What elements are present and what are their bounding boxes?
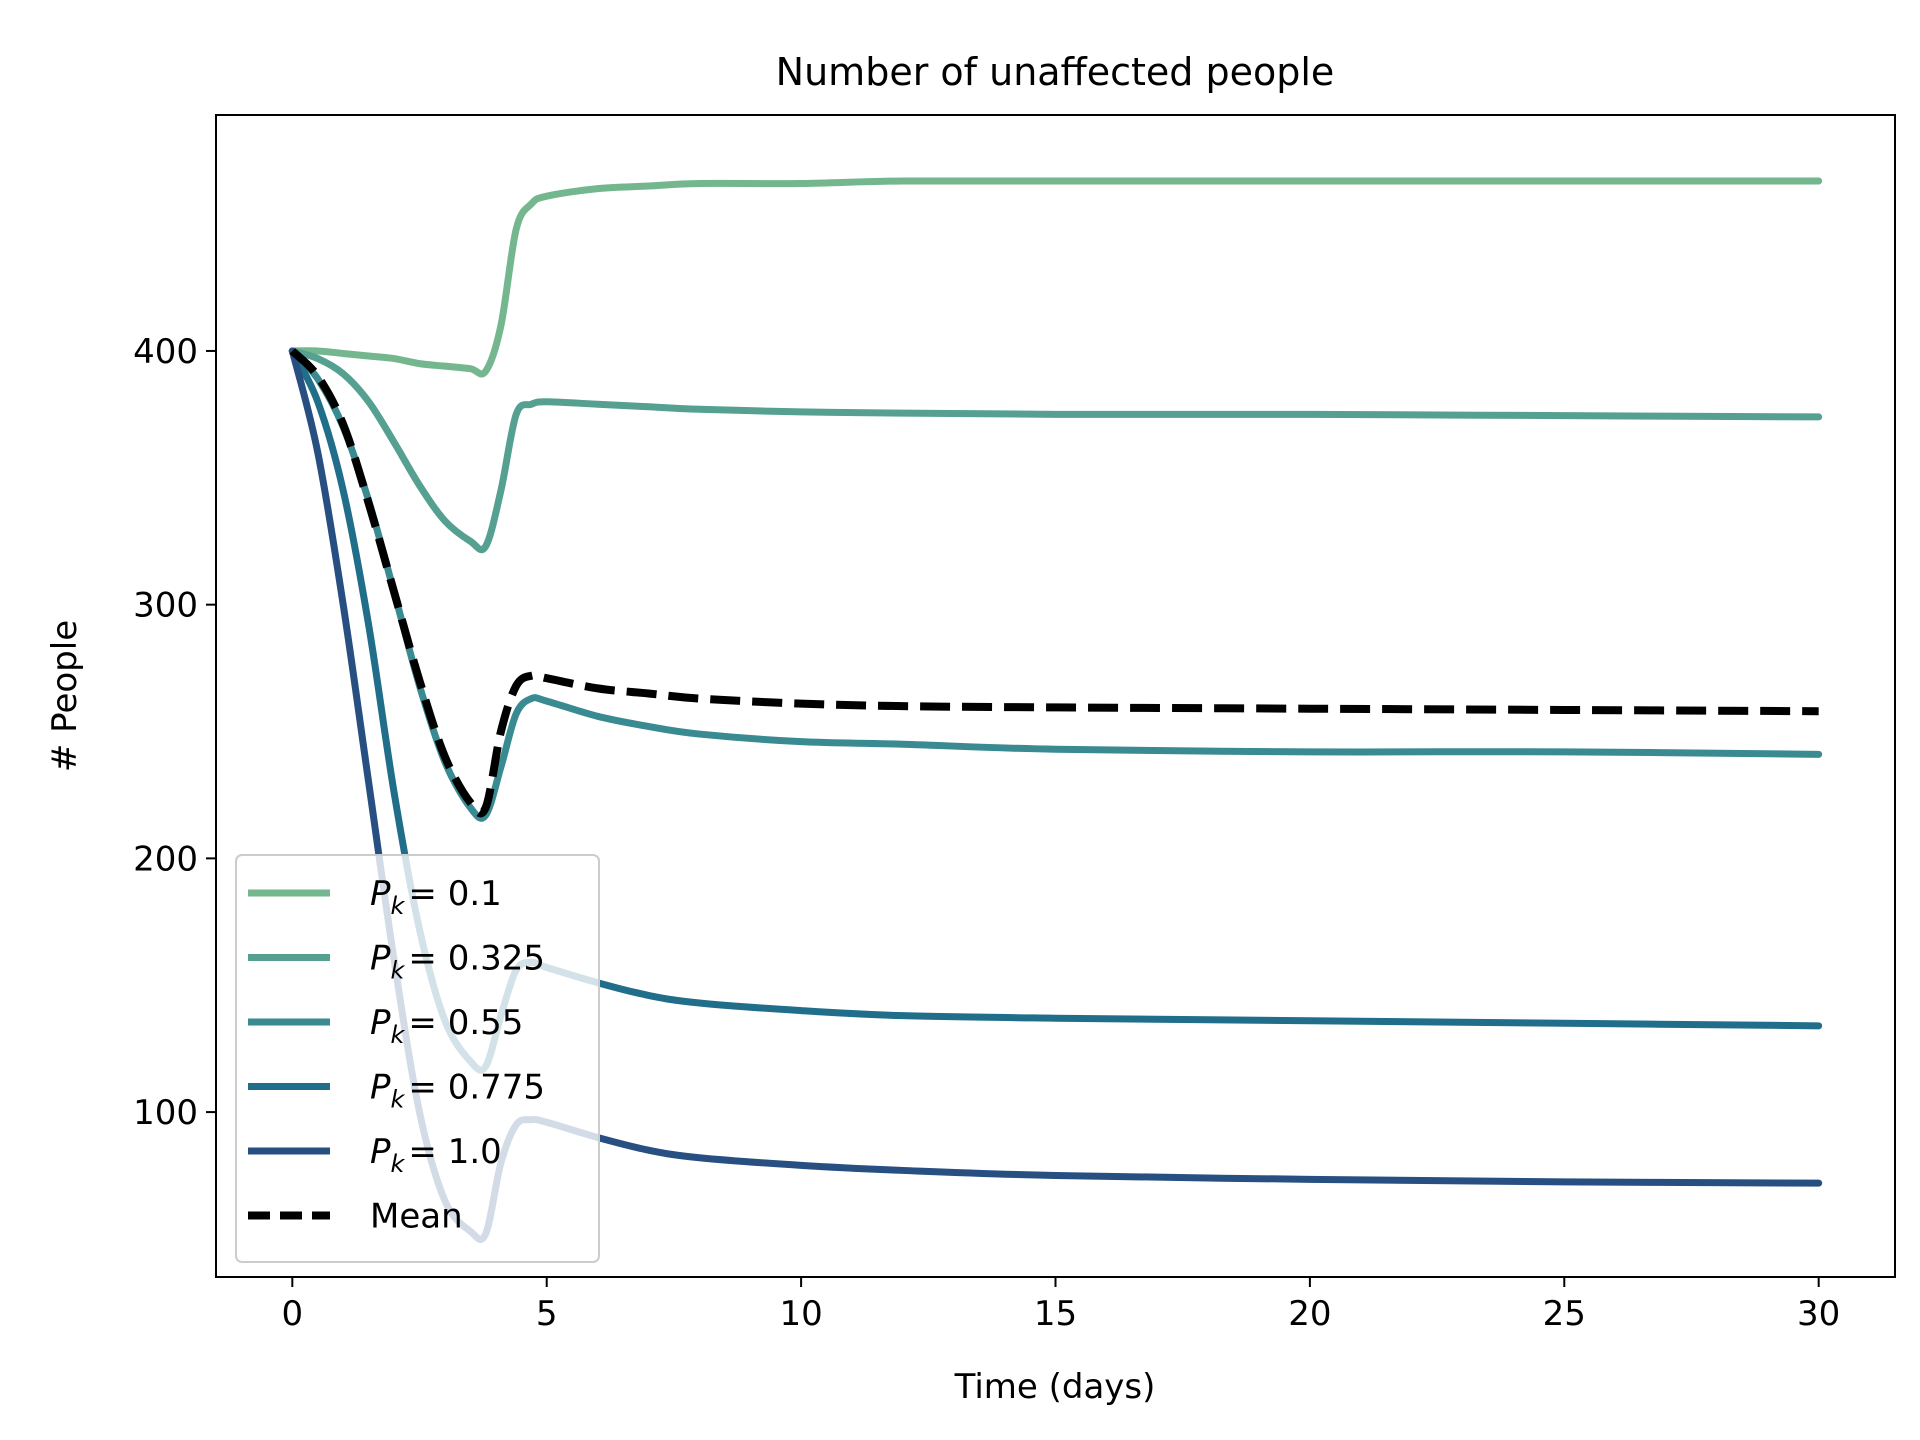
x-tick-label-0: 0 — [281, 1294, 303, 1334]
y-tick-label-1: 200 — [133, 839, 198, 879]
legend-label-1: Pk = 0.325 — [370, 939, 545, 985]
x-axis-label: Time (days) — [954, 1367, 1156, 1407]
x-tick-label-1: 5 — [536, 1294, 558, 1334]
y-axis-label: # People — [45, 620, 85, 772]
legend-label-5: Mean — [370, 1197, 463, 1237]
legend-label-2: Pk = 0.55 — [370, 1003, 523, 1049]
x-tick-label-6: 30 — [1797, 1294, 1840, 1334]
legend-label-4: Pk = 1.0 — [370, 1132, 502, 1178]
y-tick-label-0: 100 — [133, 1093, 198, 1133]
x-tick-label-3: 15 — [1034, 1294, 1077, 1334]
y-tick-label-2: 300 — [133, 586, 198, 626]
legend-label-3: Pk = 0.775 — [370, 1068, 545, 1114]
x-tick-label-5: 25 — [1543, 1294, 1586, 1334]
chart-title: Number of unaffected people — [776, 50, 1335, 94]
x-tick-label-2: 10 — [779, 1294, 822, 1334]
legend-label-0: Pk = 0.1 — [370, 874, 502, 920]
y-axis: 100 200 300 400 — [133, 332, 216, 1133]
series-line-0 — [288, 177, 1823, 378]
x-axis: 0 5 10 15 20 25 30 — [281, 1277, 1840, 1334]
series-line-1 — [288, 347, 1823, 554]
x-tick-label-4: 20 — [1288, 1294, 1331, 1334]
y-tick-label-3: 400 — [133, 332, 198, 372]
series-line-5 — [289, 348, 1819, 818]
legend: Pk = 0.1 Pk = 0.325 Pk = 0.55 Pk = 0.775 Pk = 1.0… — [235, 854, 600, 1263]
